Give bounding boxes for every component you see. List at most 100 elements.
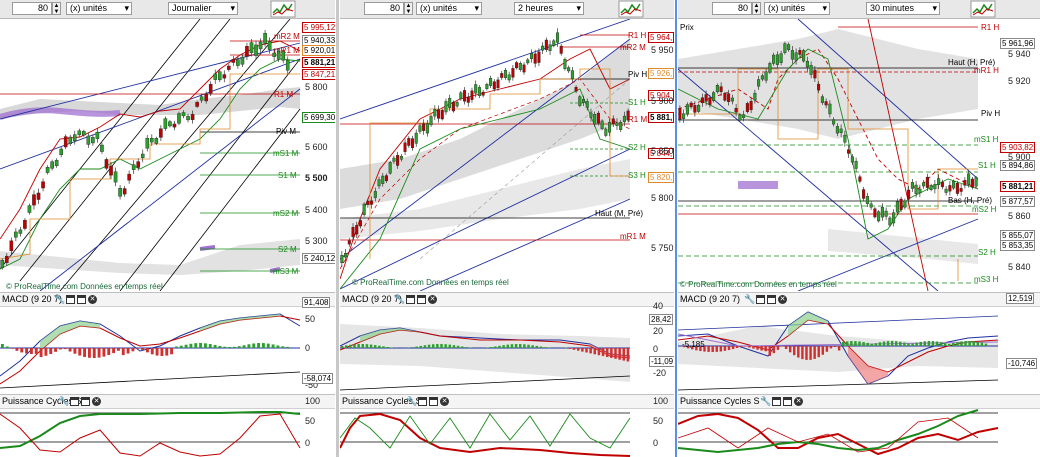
window-icon[interactable] xyxy=(77,295,86,304)
prorealtime-logo-icon[interactable] xyxy=(270,0,296,18)
level-label: mR2 M xyxy=(274,32,300,41)
candle-up xyxy=(600,120,604,129)
macd-histogram-bar xyxy=(715,346,718,352)
units-spinner[interactable]: ▲ ▼ xyxy=(404,2,413,15)
price-tag: 5 961,96 xyxy=(1000,38,1036,49)
prorealtime-logo-icon[interactable] xyxy=(618,0,644,18)
level-label: S1 H xyxy=(978,161,996,170)
units-select[interactable]: (x) unités xyxy=(66,2,132,15)
candle-down xyxy=(63,136,68,148)
window-icon[interactable] xyxy=(756,295,765,304)
units-spinner[interactable]: ▲ ▼ xyxy=(52,2,61,15)
cycles-chart[interactable] xyxy=(340,408,674,457)
price-chart[interactable] xyxy=(340,19,674,291)
cycles-chart[interactable] xyxy=(678,408,1040,457)
macd-histogram-bar xyxy=(939,342,943,346)
units-select[interactable]: (x) unités xyxy=(416,2,482,15)
units-spinner[interactable]: ▲ ▼ xyxy=(752,2,761,15)
candle-up xyxy=(918,188,922,194)
macd-histogram-bar xyxy=(768,346,771,356)
window-icon[interactable] xyxy=(81,397,90,406)
candle-up xyxy=(541,45,545,51)
macd-axis-label: -50 xyxy=(305,380,319,390)
panel-divider[interactable] xyxy=(675,0,677,457)
candle-up xyxy=(381,175,385,184)
macd-histogram-bar xyxy=(899,341,902,346)
panel-divider[interactable] xyxy=(336,0,339,457)
macd-histogram-bar xyxy=(862,342,865,346)
window-icon[interactable] xyxy=(772,397,781,406)
close-icon[interactable]: ✕ xyxy=(778,295,787,304)
close-icon[interactable]: ✕ xyxy=(92,397,101,406)
watermark: © ProRealTime.com Données en temps réel xyxy=(680,280,837,289)
prix-label: Prix xyxy=(680,23,694,32)
candle-up xyxy=(582,98,586,103)
window-icon[interactable] xyxy=(429,397,438,406)
indicator-tag: 28,42 xyxy=(649,314,674,325)
macd-histogram-bar xyxy=(964,341,967,346)
candle-up xyxy=(805,60,809,68)
candle-up xyxy=(832,119,836,125)
candle-up xyxy=(578,96,582,106)
macd-histogram-bar xyxy=(444,344,447,348)
candle-up xyxy=(448,97,452,108)
period-select[interactable]: 30 minutes xyxy=(866,2,940,15)
candle-up xyxy=(388,162,392,174)
candle-down xyxy=(611,118,615,124)
close-icon[interactable]: ✕ xyxy=(428,295,437,304)
units-input[interactable]: 80 xyxy=(12,2,52,15)
macd-histogram-bar xyxy=(97,348,101,358)
wrench-icon[interactable]: 🔧 xyxy=(406,396,418,406)
cycles-chart[interactable] xyxy=(0,408,335,457)
toolbar: 80 ▲▼ (x) unités Journalier xyxy=(0,0,335,19)
window-icon[interactable] xyxy=(66,295,75,304)
macd-chart[interactable] xyxy=(678,306,1040,392)
units-input[interactable]: 80 xyxy=(364,2,404,15)
units-select[interactable]: (x) unités xyxy=(764,2,830,15)
current-price: 5 881,21 xyxy=(1000,181,1036,192)
candle-up xyxy=(444,101,448,113)
candle-down xyxy=(5,255,9,263)
window-icon[interactable] xyxy=(406,295,415,304)
candle-up xyxy=(529,53,533,59)
wrench-icon[interactable]: 🔧 xyxy=(54,294,66,304)
price-chart[interactable] xyxy=(678,19,1040,291)
macd-histogram-bar xyxy=(935,341,939,346)
window-icon[interactable] xyxy=(418,397,427,406)
window-icon[interactable] xyxy=(767,295,776,304)
macd-histogram-bar xyxy=(948,343,951,346)
macd-histogram-bar xyxy=(281,346,285,348)
cycles-axis-label: 0 xyxy=(653,438,659,448)
macd-axis-label: -20 xyxy=(653,368,667,378)
macd-chart[interactable] xyxy=(0,306,335,392)
close-icon[interactable]: ✕ xyxy=(794,397,803,406)
macd-histogram-bar xyxy=(349,344,352,348)
window-icon[interactable] xyxy=(783,397,792,406)
price-chart[interactable] xyxy=(0,19,335,291)
wrench-icon[interactable]: 🔧 xyxy=(760,396,772,406)
macd-histogram-bar xyxy=(199,343,203,348)
macd-histogram-bar xyxy=(514,344,518,348)
price-tag: 5 820, xyxy=(648,172,674,183)
window-icon[interactable] xyxy=(417,295,426,304)
macd-histogram-bar xyxy=(523,344,526,348)
close-icon[interactable]: ✕ xyxy=(440,397,449,406)
macd-histogram-bar xyxy=(833,346,837,348)
window-icon[interactable] xyxy=(70,397,79,406)
price-axis-label: 5 500 xyxy=(305,173,328,183)
wrench-icon[interactable]: 🔧 xyxy=(58,396,70,406)
wrench-icon[interactable]: 🔧 xyxy=(744,294,756,304)
candle-up xyxy=(433,108,437,117)
units-input[interactable]: 80 xyxy=(712,2,752,15)
prorealtime-logo-icon[interactable] xyxy=(970,0,996,18)
candle-up xyxy=(952,181,956,189)
period-select[interactable]: Journalier xyxy=(168,2,238,15)
close-icon[interactable]: ✕ xyxy=(88,295,97,304)
macd-chart[interactable] xyxy=(340,306,674,392)
candle-up xyxy=(757,79,761,87)
period-select[interactable]: 2 heures xyxy=(514,2,584,15)
macd-histogram-bar xyxy=(261,343,265,348)
wrench-icon[interactable]: 🔧 xyxy=(394,294,406,304)
price-axis-label: 5 400 xyxy=(305,205,328,215)
candle-up xyxy=(802,50,806,62)
